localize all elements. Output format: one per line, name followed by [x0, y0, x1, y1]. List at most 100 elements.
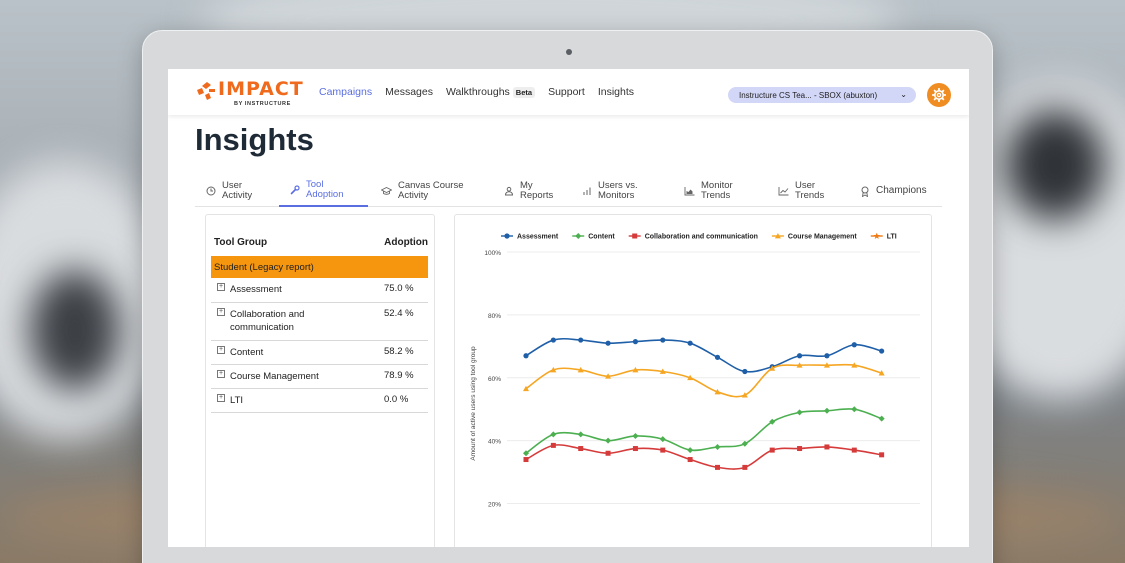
tab-users-vs-monitors[interactable]: Users vs. Monitors — [581, 175, 638, 207]
tab-user-trends[interactable]: User Trends — [778, 175, 824, 207]
table-row[interactable]: + Course Management 78.9 % — [211, 365, 428, 389]
tab-tool-adoption-label: Tool Adoption — [306, 180, 344, 200]
legend-label: Assessment — [517, 234, 559, 241]
legend-label: Content — [588, 234, 615, 241]
nav-campaigns[interactable]: Campaigns — [319, 86, 373, 98]
adoption-value: 78.9 % — [384, 370, 414, 381]
data-point — [659, 436, 666, 443]
nav-walkthroughs-label: Walkthroughs — [445, 86, 510, 98]
expand-icon[interactable]: + — [217, 308, 225, 316]
tab-label-line2: Reports — [520, 190, 554, 201]
tool-name: LTI — [230, 395, 244, 406]
data-point — [714, 388, 721, 395]
graduation-cap-icon — [381, 186, 392, 197]
data-point — [605, 450, 611, 456]
tab-user-activity[interactable]: User Activity — [205, 175, 252, 207]
adoption-line-chart: 100% 80% 60% 40% 20% Amount of active users u… — [470, 232, 920, 509]
y-tick-label: 40% — [488, 439, 501, 446]
beta-badge: Beta — [512, 87, 536, 98]
tab-user-trends-label: User Trends — [795, 181, 824, 201]
tab-user-activity-label: User Activity — [222, 181, 252, 201]
table-row[interactable]: + Assessment 75.0 % — [211, 278, 428, 303]
logo-mark-icon — [197, 82, 215, 100]
data-point — [851, 342, 857, 348]
tool-name: Assessment — [230, 284, 282, 295]
data-point — [796, 409, 803, 416]
tab-monitor-trends[interactable]: Monitor Trends — [684, 175, 733, 207]
data-point — [578, 446, 584, 452]
data-point — [660, 337, 666, 343]
impact-logo[interactable]: IMPACT BY INSTRUCTURE — [196, 78, 303, 107]
main-nav: Campaigns Messages Walkthroughs Beta Supp… — [319, 69, 634, 115]
data-point — [632, 432, 639, 439]
data-point — [878, 370, 885, 376]
tab-label-line1: Canvas Course — [398, 180, 464, 191]
camera-dot — [566, 49, 572, 55]
tool-name: Collaboration and communication — [230, 309, 305, 333]
tab-champions[interactable]: Champions — [859, 175, 927, 207]
data-point — [578, 337, 584, 343]
tab-label-line1: Tool — [306, 179, 324, 190]
nav-walkthroughs[interactable]: Walkthroughs Beta — [445, 86, 536, 98]
data-point — [878, 415, 885, 422]
data-point — [605, 373, 612, 379]
tab-monitor-trends-label: Monitor Trends — [701, 181, 733, 201]
tab-label-line1: Users vs. — [598, 180, 638, 191]
expand-icon[interactable]: + — [217, 346, 225, 354]
data-point — [851, 447, 857, 453]
adoption-trend-chart-card: 100% 80% 60% 40% 20% Amount of active users u… — [454, 214, 932, 547]
legend-label: Course Management — [788, 234, 858, 241]
data-point — [824, 444, 830, 450]
data-point — [550, 366, 557, 373]
tab-label-line2: Monitors — [598, 190, 635, 201]
data-point — [741, 440, 748, 447]
tool-name: Content — [230, 347, 264, 358]
adoption-value: 52.4 % — [384, 308, 414, 319]
user-icon — [503, 186, 514, 197]
expand-icon[interactable]: + — [217, 394, 225, 402]
table-row[interactable]: + Collaboration and communication 52.4 % — [211, 303, 428, 341]
tab-label-line1: Monitor — [701, 180, 733, 191]
expand-icon[interactable]: + — [217, 283, 225, 291]
tab-label-line1: User — [222, 180, 243, 191]
legend-label: LTI — [887, 234, 897, 241]
tab-label-line2: Activity — [222, 190, 253, 201]
data-point — [769, 365, 776, 371]
data-point — [659, 368, 666, 374]
data-point — [660, 447, 666, 453]
group-row[interactable]: Student (Legacy report) — [211, 256, 428, 278]
y-tick-label: 80% — [488, 313, 501, 320]
table-row[interactable]: + Content 58.2 % — [211, 341, 428, 365]
insights-tabs: User Activity Tool Adoption Canvas Course A… — [195, 173, 942, 207]
environment-select[interactable]: Instructure CS Tea... - SBOX (abuxton) ⌄ — [728, 87, 916, 103]
data-point — [823, 362, 830, 368]
tab-canvas-course-activity[interactable]: Canvas Course Activity — [381, 175, 463, 207]
data-point — [823, 407, 830, 414]
y-tick-label: 100% — [484, 250, 501, 257]
data-point — [523, 457, 529, 463]
y-tick-label: 60% — [488, 376, 501, 383]
nav-insights[interactable]: Insights — [597, 86, 635, 98]
clock-icon — [205, 186, 216, 197]
nav-support[interactable]: Support — [548, 86, 585, 98]
gear-icon — [932, 88, 946, 102]
tab-label-line2: Adoption — [306, 189, 344, 200]
page-title: Insights — [195, 122, 314, 157]
data-point — [742, 368, 748, 375]
data-point — [714, 354, 721, 360]
data-point — [687, 457, 693, 463]
column-header-tool-group[interactable]: Tool Group — [214, 237, 268, 248]
nav-messages[interactable]: Messages — [385, 86, 433, 98]
column-header-adoption[interactable]: Adoption — [384, 237, 428, 248]
legend-label: Collaboration and communication — [645, 234, 758, 241]
data-point — [687, 374, 694, 381]
settings-button[interactable] — [927, 83, 951, 107]
table-row[interactable]: + LTI 0.0 % — [211, 389, 428, 413]
tab-tool-adoption[interactable]: Tool Adoption — [279, 175, 368, 207]
data-point — [879, 452, 885, 458]
tab-label-line2: Activity — [398, 190, 429, 201]
expand-icon[interactable]: + — [217, 370, 225, 378]
tab-my-reports[interactable]: My Reports — [503, 175, 553, 207]
data-point — [851, 362, 858, 368]
data-point — [687, 447, 694, 454]
